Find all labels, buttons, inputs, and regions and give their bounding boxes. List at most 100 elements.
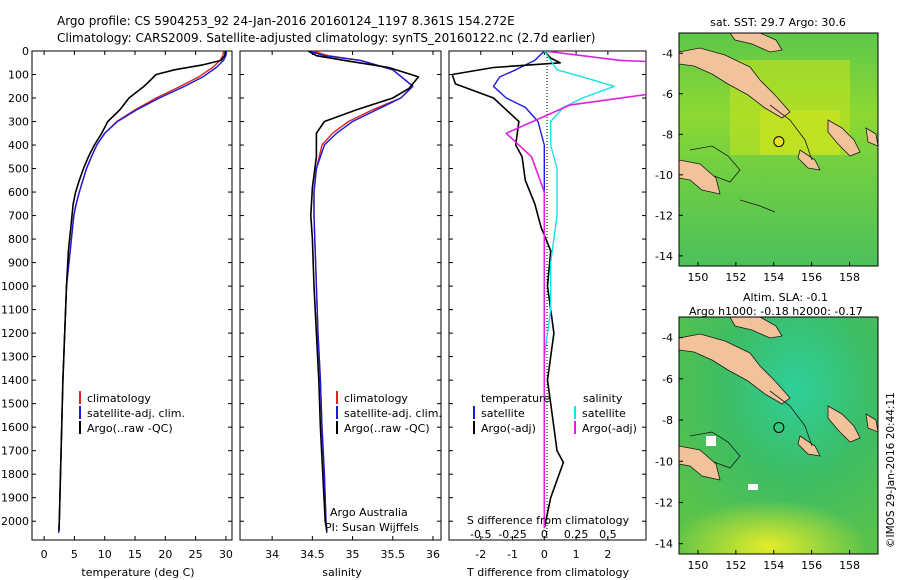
series-line-climatology xyxy=(312,51,414,533)
diff-xlabel: T difference from climatology xyxy=(466,566,629,579)
coast-line xyxy=(769,390,813,447)
sla-coastlines xyxy=(689,390,813,469)
series-line-satellite xyxy=(543,51,615,529)
map-x-tick-label: 152 xyxy=(725,559,746,572)
map-x-tick-label: 154 xyxy=(763,559,784,572)
sla-white-patch xyxy=(706,436,716,446)
series-line-satellite-adj-clim xyxy=(58,51,228,533)
sla-white-patch xyxy=(748,484,758,490)
series-line-argo-raw-qc xyxy=(58,51,227,531)
x-tick-label: 35.5 xyxy=(381,548,406,561)
map-x-tick-label: 156 xyxy=(801,271,822,284)
timestamp-label: ©IMOS 29-Jan-2016 20:44:11 xyxy=(885,392,897,548)
legend-label-argo: Argo(..raw -QC) xyxy=(344,422,430,435)
y-tick-label: 1000 xyxy=(1,280,29,293)
legend-label-climatology: climatology xyxy=(87,392,151,405)
legend-label-argo: Argo(..raw -QC) xyxy=(87,422,173,435)
sst-coastlines xyxy=(689,104,813,213)
map-y-tick-label: -6 xyxy=(662,88,673,101)
map-y-tick-label: -8 xyxy=(662,128,673,141)
sst-map-ticks: 150 152 154 156 158 -4 -6 -8 -10 -12 -14 xyxy=(655,47,860,284)
land-islet xyxy=(865,413,878,433)
depth-ticks: 0 100 200 300 400 500 600 700 800 900 1000 1100 1200… xyxy=(1,45,646,528)
x-tick-label: 5 xyxy=(71,548,78,561)
y-tick-label: 500 xyxy=(8,163,29,176)
land-new-ireland xyxy=(729,33,783,53)
temp-legend: climatology satellite-adj. clim. Argo(..… xyxy=(79,391,185,435)
y-tick-label: 800 xyxy=(8,233,29,246)
land-islet xyxy=(865,127,878,147)
land-new-ireland xyxy=(729,317,783,339)
series-line-climatology xyxy=(58,51,225,533)
x-tick-label: 36 xyxy=(426,548,440,561)
temp-ticks: 0 5 10 15 20 25 30 xyxy=(41,51,233,561)
diff-legend: temperature salinity satellite Argo(-adj… xyxy=(473,392,637,435)
diff-axes-box xyxy=(448,50,647,541)
y-tick-label: 100 xyxy=(8,69,29,82)
coast-line xyxy=(739,199,776,213)
map-x-tick-label: 158 xyxy=(839,559,860,572)
y-tick-label: 1700 xyxy=(1,445,29,458)
map-y-tick-label: -12 xyxy=(655,209,673,222)
temp-axes-box xyxy=(31,50,233,541)
y-tick-label: 1100 xyxy=(1,304,29,317)
land-bougainville xyxy=(827,119,861,157)
sal-series xyxy=(307,51,420,533)
legend-label-temp-satellite: satellite xyxy=(481,407,525,420)
sla-land xyxy=(679,317,878,481)
legend-label-temp-argo: Argo(-adj) xyxy=(481,422,536,435)
series-line-argo-adj xyxy=(451,51,565,529)
header-line2: Climatology: CARS2009. Satellite-adjuste… xyxy=(57,31,595,45)
x-tick-label: -2 xyxy=(475,548,486,561)
s-tick-label: 0.25 xyxy=(564,528,589,541)
legend-title-salinity: salinity xyxy=(583,392,623,405)
y-tick-label: 600 xyxy=(8,186,29,199)
land-new-britain xyxy=(679,333,791,405)
x-tick-label: 15 xyxy=(128,548,142,561)
legend-label-sal-argo: Argo(-adj) xyxy=(582,422,637,435)
map-x-tick-label: 152 xyxy=(725,271,746,284)
x-tick-label: 1 xyxy=(573,548,580,561)
y-tick-label: 1600 xyxy=(1,421,29,434)
x-tick-label: 20 xyxy=(158,548,172,561)
sst-map-title: sat. SST: 29.7 Argo: 30.6 xyxy=(710,16,846,29)
y-tick-label: 1300 xyxy=(1,351,29,364)
sst-map-frame xyxy=(678,32,879,267)
s-tick-label: 0 xyxy=(541,528,548,541)
land-bougainville xyxy=(827,405,861,443)
y-tick-label: 0 xyxy=(22,45,29,58)
x-tick-label: 25 xyxy=(189,548,203,561)
x-tick-label: -1 xyxy=(507,548,518,561)
coast-line xyxy=(769,104,813,161)
x-tick-label: 34.5 xyxy=(300,548,325,561)
x-tick-label: 35 xyxy=(346,548,360,561)
y-tick-label: 2000 xyxy=(1,515,29,528)
x-tick-label: 0 xyxy=(541,548,548,561)
sal-legend: climatology satellite-adj. clim. Argo(..… xyxy=(325,391,442,534)
y-tick-label: 200 xyxy=(8,92,29,105)
map-y-tick-label: -8 xyxy=(662,414,673,427)
sst-map-field xyxy=(679,33,878,266)
sla-map-frame xyxy=(678,316,879,555)
map-x-tick-label: 154 xyxy=(763,271,784,284)
y-tick-label: 900 xyxy=(8,257,29,270)
diff-series xyxy=(451,51,646,529)
series-line-argo-raw-qc xyxy=(307,51,420,531)
y-tick-label: 1800 xyxy=(1,468,29,481)
map-y-tick-label: -10 xyxy=(655,455,673,468)
x-tick-label: 2 xyxy=(604,548,611,561)
map-y-tick-label: -4 xyxy=(662,47,673,60)
y-tick-label: 1200 xyxy=(1,327,29,340)
y-tick-label: 1900 xyxy=(1,492,29,505)
sla-map-subtitle: Argo h1000: -0.18 h2000: -0.17 xyxy=(689,305,863,318)
temp-series xyxy=(58,51,228,533)
s-tick-label: -0.5 xyxy=(470,528,491,541)
map-x-tick-label: 158 xyxy=(839,271,860,284)
y-tick-label: 1500 xyxy=(1,398,29,411)
map-x-tick-label: 150 xyxy=(687,271,708,284)
sla-map-field xyxy=(679,317,878,554)
y-tick-label: 400 xyxy=(8,139,29,152)
x-tick-label: 0 xyxy=(41,548,48,561)
sal-axes-box xyxy=(239,50,442,541)
